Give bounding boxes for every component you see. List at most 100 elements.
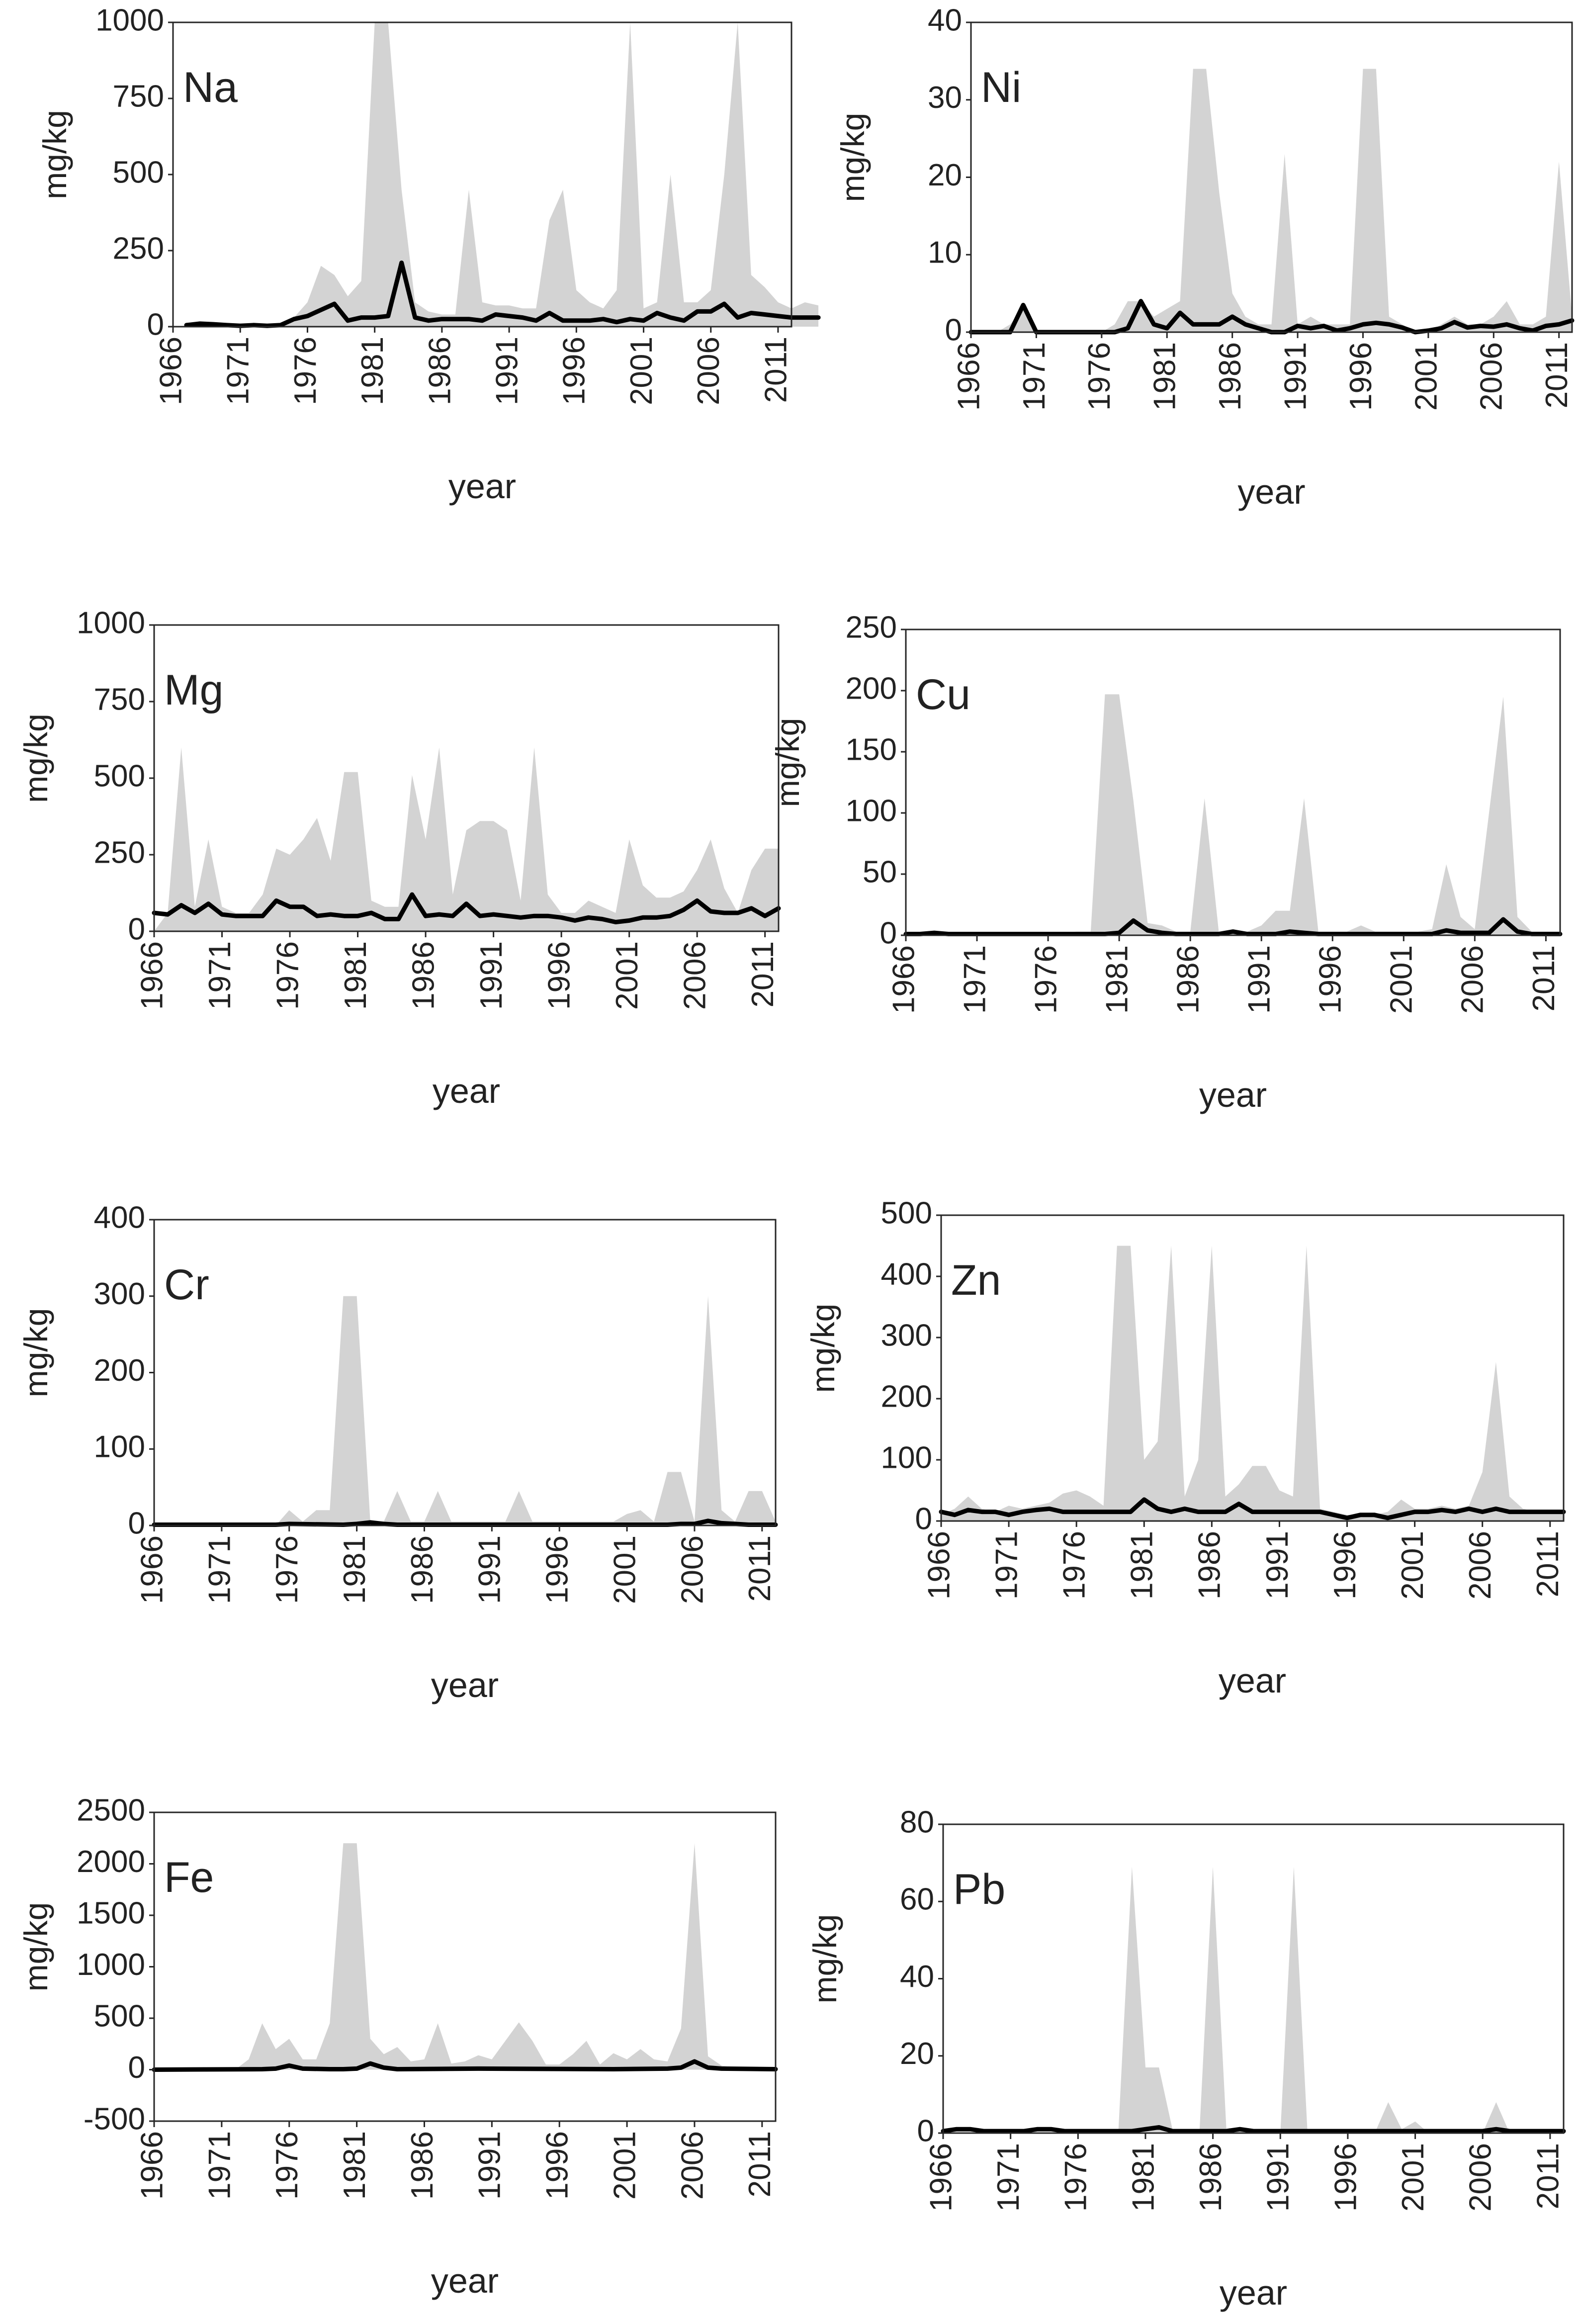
pb-xtick-label: 2011 <box>1531 2143 1565 2209</box>
cu-ytick-label: 150 <box>846 732 897 767</box>
cu-plot-border <box>905 628 1561 936</box>
zn-mean-line <box>939 1497 1566 1520</box>
fe-ytick-label: 1000 <box>77 1948 145 1982</box>
fe-xtick-label: 2011 <box>743 2131 777 2197</box>
fe-xtick-label: 1971 <box>202 2131 237 2200</box>
fe-ytick-label: 2500 <box>77 1793 145 1827</box>
fe-ytick-label: -500 <box>84 2102 145 2136</box>
ni-xtick-label: 1971 <box>1017 342 1052 411</box>
pb-panel-title: Pb <box>953 1866 1005 1913</box>
cu-xtick-label: 1976 <box>1029 945 1063 1014</box>
cu-xtick-label: 1981 <box>1100 945 1134 1014</box>
zn-plot-border <box>940 1214 1565 1522</box>
cu-xtick-label: 1991 <box>1242 945 1277 1014</box>
pb-xtick-label: 1976 <box>1059 2143 1093 2212</box>
cu-ytick-label: 250 <box>846 610 897 644</box>
na-ytick-label: 0 <box>147 307 164 342</box>
cr-ytick-label: 300 <box>94 1277 145 1311</box>
pb-ytick-label: 20 <box>900 2037 934 2071</box>
ni-panel-title: Ni <box>981 64 1021 111</box>
zn-xtick-label: 2001 <box>1396 1531 1430 1600</box>
ni-plot-frame <box>970 21 1573 333</box>
fe-xtick-label: 1981 <box>338 2131 372 2200</box>
na-plot-frame <box>172 21 792 328</box>
cu-x-axis-label: year <box>1199 1075 1267 1114</box>
mg-xtick-label: 2001 <box>610 941 644 1010</box>
cr-ytick-label: 400 <box>94 1200 145 1235</box>
cu-xtick-label: 2006 <box>1456 945 1490 1014</box>
na-xtick-label: 1971 <box>221 337 256 405</box>
fe-xtick-label: 1966 <box>135 2131 169 2200</box>
cu-ytick-label: 200 <box>846 671 897 706</box>
pb-xtick-label: 1971 <box>991 2143 1026 2212</box>
na-ytick-label: 250 <box>113 231 164 266</box>
mg-xtick-label: 1976 <box>270 941 305 1010</box>
pb-ytick-label: 60 <box>900 1882 934 1917</box>
cu-xtick-label: 2001 <box>1385 945 1419 1014</box>
mg-range-area <box>154 747 779 931</box>
cr-xtick-label: 1976 <box>270 1535 304 1604</box>
pb-xtick-label: 1966 <box>924 2143 958 2212</box>
panel-cu: 0 50 100 150 200 250 1966 1971 1976 1981 1986 1991 1… <box>769 610 1563 1114</box>
zn-x-axis-label: year <box>1219 1661 1286 1700</box>
cu-xtick-label: 2011 <box>1527 945 1561 1011</box>
panel-fe: -500 0 500 1000 1500 2000 2500 1966 1971 1976 1981… <box>17 1793 778 2300</box>
pb-xtick-label: 1991 <box>1261 2143 1296 2212</box>
zn-xtick-label: 1996 <box>1328 1531 1362 1600</box>
panel-ni: 0 10 20 30 40 1966 1971 1976 1981 1986 1991 1996 200… <box>834 3 1575 511</box>
na-xtick-label: 1996 <box>557 337 592 405</box>
ni-ytick-label: 10 <box>928 236 962 270</box>
pb-xtick-label: 2006 <box>1464 2143 1498 2212</box>
fe-ytick-label: 1500 <box>77 1896 145 1930</box>
cr-xtick-label: 1991 <box>473 1535 507 1604</box>
ni-xtick-label: 1996 <box>1344 342 1378 411</box>
pb-ytick-label: 40 <box>900 1960 934 1994</box>
na-xtick-label: 1991 <box>490 337 524 405</box>
cu-range-area <box>906 694 1560 935</box>
ni-xtick-label: 2011 <box>1540 342 1574 408</box>
zn-ytick-label: 0 <box>915 1502 932 1536</box>
cr-xtick-label: 1966 <box>135 1535 169 1604</box>
pb-ytick-label: 0 <box>917 2114 934 2148</box>
cr-x-axis-label: year <box>431 1666 499 1704</box>
pb-plot-frame <box>942 1823 1565 2134</box>
cu-xtick-label: 1996 <box>1314 945 1348 1014</box>
ni-xtick-label: 1976 <box>1082 342 1117 411</box>
cr-xtick-label: 2011 <box>743 1535 777 1602</box>
mg-ytick-label: 250 <box>94 835 145 870</box>
fe-ytick-label: 2000 <box>77 1845 145 1879</box>
panel-zn: 0 100 200 300 400 500 1966 1971 1976 1981 1986 1991… <box>804 1196 1566 1700</box>
cr-ytick-label: 200 <box>94 1353 145 1388</box>
cr-ytick-label: 0 <box>128 1506 145 1540</box>
panel-pb: 0 20 40 60 80 1966 1971 1976 1981 1986 1991 1996 200… <box>806 1805 1566 2312</box>
na-xtick-label: 2006 <box>692 337 726 405</box>
cu-plot-frame <box>905 628 1561 936</box>
mg-ytick-label: 500 <box>94 759 145 793</box>
mg-panel-title: Mg <box>164 666 223 714</box>
pb-xtick-label: 1986 <box>1194 2143 1228 2212</box>
cu-panel-title: Cu <box>916 671 970 718</box>
cr-xtick-label: 1981 <box>338 1535 372 1604</box>
fe-xtick-label: 1991 <box>473 2131 507 2200</box>
ni-xtick-label: 1966 <box>952 342 986 411</box>
fe-xtick-label: 1976 <box>270 2131 304 2200</box>
fe-panel-title: Fe <box>164 1854 214 1901</box>
zn-xtick-label: 2006 <box>1463 1531 1497 1600</box>
cu-xtick-label: 1966 <box>886 945 921 1014</box>
cr-y-axis-label: mg/kg <box>17 1308 54 1398</box>
na-x-axis-label: year <box>448 467 516 506</box>
mg-mean-line <box>152 892 781 924</box>
zn-xtick-label: 1981 <box>1125 1531 1159 1600</box>
mg-xtick-label: 1986 <box>406 941 440 1010</box>
mg-xtick-label: 2006 <box>678 941 712 1010</box>
panel-cr: 0 100 200 300 400 1966 1971 1976 1981 1986 1991 199… <box>17 1200 778 1704</box>
na-ytick-label: 500 <box>113 155 164 189</box>
na-xtick-label: 1981 <box>355 337 390 405</box>
cu-ytick-label: 100 <box>846 794 897 828</box>
mg-xtick-label: 1996 <box>542 941 576 1010</box>
cu-ytick-label: 0 <box>880 916 897 950</box>
cr-xtick-label: 1971 <box>202 1535 237 1604</box>
mg-xtick-label: 2011 <box>746 941 780 1007</box>
zn-y-axis-label: mg/kg <box>804 1304 841 1393</box>
mg-xtick-label: 1971 <box>203 941 237 1010</box>
